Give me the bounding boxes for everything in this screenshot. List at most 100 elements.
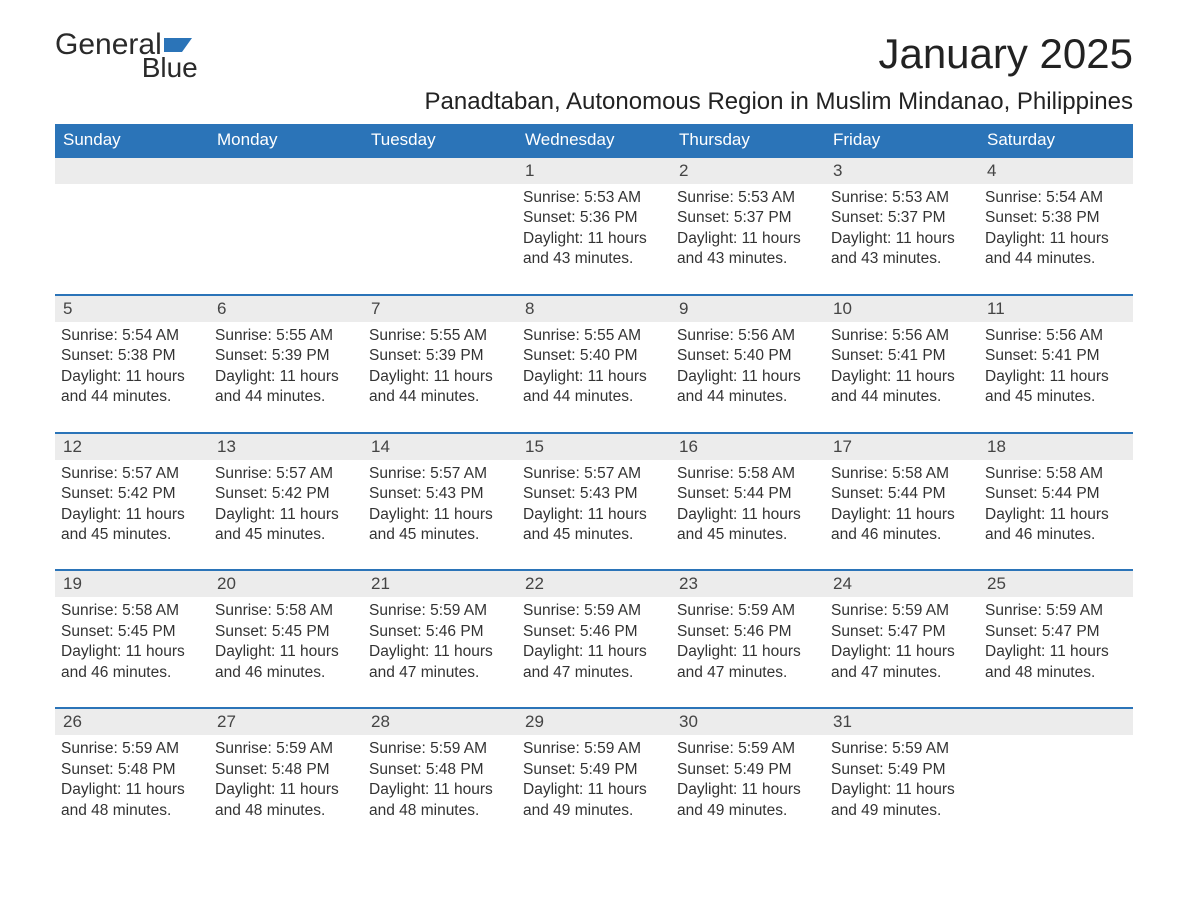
day-details: Sunrise: 5:58 AMSunset: 5:44 PMDaylight:… [677, 464, 819, 546]
calendar-day-cell: 11Sunrise: 5:56 AMSunset: 5:41 PMDayligh… [979, 295, 1133, 433]
daylight-text: Daylight: 11 hours and 43 minutes. [523, 229, 665, 270]
sunset-text: Sunset: 5:48 PM [61, 760, 203, 780]
daylight-text: Daylight: 11 hours and 48 minutes. [61, 780, 203, 821]
calendar-week-row: 5Sunrise: 5:54 AMSunset: 5:38 PMDaylight… [55, 295, 1133, 433]
sunrise-text: Sunrise: 5:59 AM [831, 601, 973, 621]
logo: General Blue [55, 30, 198, 82]
calendar-day-cell: 1 Sunrise: 5:53 AMSunset: 5:36 PMDaylight… [517, 157, 671, 295]
day-details: Sunrise: 5:58 AMSunset: 5:45 PMDaylight:… [61, 601, 203, 683]
sunrise-text: Sunrise: 5:59 AM [523, 601, 665, 621]
sunset-text: Sunset: 5:39 PM [369, 346, 511, 366]
sunset-text: Sunset: 5:36 PM [523, 208, 665, 228]
calendar-day-cell: 20Sunrise: 5:58 AMSunset: 5:45 PMDayligh… [209, 570, 363, 708]
sunset-text: Sunset: 5:40 PM [677, 346, 819, 366]
day-details: Sunrise: 5:54 AMSunset: 5:38 PMDaylight:… [985, 188, 1127, 270]
daylight-text: Daylight: 11 hours and 47 minutes. [523, 642, 665, 683]
calendar-day-cell: 15Sunrise: 5:57 AMSunset: 5:43 PMDayligh… [517, 433, 671, 571]
calendar-day-cell: 3Sunrise: 5:53 AMSunset: 5:37 PMDaylight… [825, 157, 979, 295]
calendar-day-cell: 30 Sunrise: 5:59 AMSunset: 5:49 PMDayligh… [671, 708, 825, 845]
day-details: Sunrise: 5:55 AMSunset: 5:39 PMDaylight:… [215, 326, 357, 408]
day-number: 6 [209, 296, 363, 322]
calendar-day-cell: 5Sunrise: 5:54 AMSunset: 5:38 PMDaylight… [55, 295, 209, 433]
sunrise-text: Sunrise: 5:54 AM [985, 188, 1127, 208]
daylight-text: Daylight: 11 hours and 48 minutes. [215, 780, 357, 821]
sunset-text: Sunset: 5:47 PM [831, 622, 973, 642]
daylight-text: Daylight: 11 hours and 44 minutes. [677, 367, 819, 408]
calendar-day-cell: 4Sunrise: 5:54 AMSunset: 5:38 PMDaylight… [979, 157, 1133, 295]
sunset-text: Sunset: 5:44 PM [677, 484, 819, 504]
day-details: Sunrise: 5:54 AMSunset: 5:38 PMDaylight:… [61, 326, 203, 408]
sunset-text: Sunset: 5:39 PM [215, 346, 357, 366]
sunset-text: Sunset: 5:49 PM [831, 760, 973, 780]
calendar-body: 1Sunrise: 5:53 AMSunset: 5:36 PMDaylight… [55, 157, 1133, 845]
calendar-day-cell: 16Sunrise: 5:58 AMSunset: 5:44 PMDayligh… [671, 433, 825, 571]
day-details: Sunrise: 5:59 AMSunset: 5:46 PMDaylight:… [523, 601, 665, 683]
daylight-text: Daylight: 11 hours and 45 minutes. [61, 505, 203, 546]
sunset-text: Sunset: 5:44 PM [985, 484, 1127, 504]
day-number: 13 [209, 434, 363, 460]
sunset-text: Sunset: 5:46 PM [677, 622, 819, 642]
day-number: 14 [363, 434, 517, 460]
sunrise-text: Sunrise: 5:55 AM [215, 326, 357, 346]
calendar-day-cell: 2Sunrise: 5:53 AMSunset: 5:37 PMDaylight… [671, 157, 825, 295]
daylight-text: Daylight: 11 hours and 49 minutes. [677, 780, 819, 821]
weekday-monday: Monday [209, 124, 363, 157]
calendar-day-cell: 26Sunrise: 5:59 AMSunset: 5:48 PMDayligh… [55, 708, 209, 845]
calendar-day-cell: 25Sunrise: 5:59 AMSunset: 5:47 PMDayligh… [979, 570, 1133, 708]
sunset-text: Sunset: 5:45 PM [215, 622, 357, 642]
calendar-week-row: 1Sunrise: 5:53 AMSunset: 5:36 PMDaylight… [55, 157, 1133, 295]
month-title: January 2025 [425, 30, 1133, 78]
sunrise-text: Sunrise: 5:57 AM [61, 464, 203, 484]
day-number: 9 [671, 296, 825, 322]
sunset-text: Sunset: 5:43 PM [369, 484, 511, 504]
sunset-text: Sunset: 5:38 PM [61, 346, 203, 366]
daylight-text: Daylight: 11 hours and 47 minutes. [677, 642, 819, 683]
sunrise-text: Sunrise: 5:57 AM [369, 464, 511, 484]
sunrise-text: Sunrise: 5:54 AM [61, 326, 203, 346]
day-number: 30 [671, 709, 825, 735]
calendar-week-row: 26Sunrise: 5:59 AMSunset: 5:48 PMDayligh… [55, 708, 1133, 845]
sunrise-text: Sunrise: 5:56 AM [677, 326, 819, 346]
sunset-text: Sunset: 5:49 PM [677, 760, 819, 780]
daylight-text: Daylight: 11 hours and 45 minutes. [215, 505, 357, 546]
weekday-thursday: Thursday [671, 124, 825, 157]
calendar-day-cell: 31Sunrise: 5:59 AMSunset: 5:49 PMDayligh… [825, 708, 979, 845]
sunrise-text: Sunrise: 5:58 AM [677, 464, 819, 484]
day-number: 11 [979, 296, 1133, 322]
sunset-text: Sunset: 5:49 PM [523, 760, 665, 780]
logo-word2: Blue [142, 52, 198, 83]
day-number: 29 [517, 709, 671, 735]
sunrise-text: Sunrise: 5:57 AM [523, 464, 665, 484]
calendar-day-cell: 28Sunrise: 5:59 AMSunset: 5:48 PMDayligh… [363, 708, 517, 845]
weekday-saturday: Saturday [979, 124, 1133, 157]
calendar-empty-cell [363, 157, 517, 295]
weekday-tuesday: Tuesday [363, 124, 517, 157]
day-details: Sunrise: 5:53 AMSunset: 5:37 PMDaylight:… [831, 188, 973, 270]
daylight-text: Daylight: 11 hours and 44 minutes. [831, 367, 973, 408]
day-number: 27 [209, 709, 363, 735]
day-number: 15 [517, 434, 671, 460]
day-number: 25 [979, 571, 1133, 597]
day-details: Sunrise: 5:59 AMSunset: 5:46 PMDaylight:… [677, 601, 819, 683]
daylight-text: Daylight: 11 hours and 44 minutes. [523, 367, 665, 408]
calendar-week-row: 19Sunrise: 5:58 AMSunset: 5:45 PMDayligh… [55, 570, 1133, 708]
calendar-day-cell: 13Sunrise: 5:57 AMSunset: 5:42 PMDayligh… [209, 433, 363, 571]
day-details: Sunrise: 5:57 AMSunset: 5:42 PMDaylight:… [61, 464, 203, 546]
sunset-text: Sunset: 5:46 PM [523, 622, 665, 642]
day-number: 31 [825, 709, 979, 735]
sunrise-text: Sunrise: 5:56 AM [985, 326, 1127, 346]
weekday-friday: Friday [825, 124, 979, 157]
daylight-text: Daylight: 11 hours and 46 minutes. [831, 505, 973, 546]
sunrise-text: Sunrise: 5:59 AM [985, 601, 1127, 621]
sunrise-text: Sunrise: 5:59 AM [677, 739, 819, 759]
daylight-text: Daylight: 11 hours and 45 minutes. [677, 505, 819, 546]
sunset-text: Sunset: 5:48 PM [215, 760, 357, 780]
sunrise-text: Sunrise: 5:53 AM [523, 188, 665, 208]
sunset-text: Sunset: 5:48 PM [369, 760, 511, 780]
day-number: 26 [55, 709, 209, 735]
header: General Blue January 2025 Panadtaban, Au… [55, 30, 1133, 116]
sunrise-text: Sunrise: 5:56 AM [831, 326, 973, 346]
daylight-text: Daylight: 11 hours and 44 minutes. [985, 229, 1127, 270]
day-number: 1 [517, 158, 671, 184]
day-details: Sunrise: 5:59 AMSunset: 5:47 PMDaylight:… [831, 601, 973, 683]
